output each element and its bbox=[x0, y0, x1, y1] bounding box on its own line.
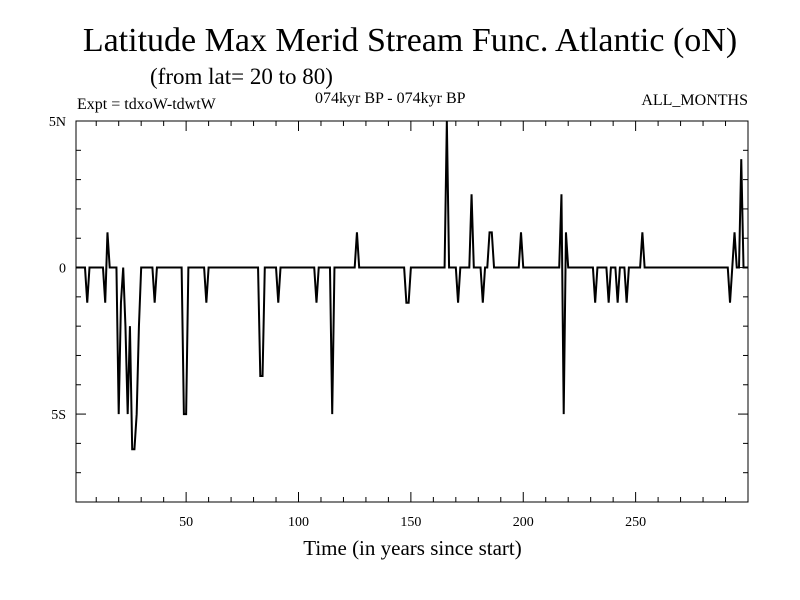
months-label: ALL_MONTHS bbox=[641, 92, 748, 109]
chart-title: Latitude Max Merid Stream Func. Atlantic… bbox=[82, 22, 738, 59]
series-line-0 bbox=[76, 120, 748, 451]
y-tick-label: 5S bbox=[51, 408, 66, 423]
x-tick-label: 50 bbox=[179, 515, 193, 530]
x-tick-label: 200 bbox=[513, 515, 534, 530]
x-tick-label: 150 bbox=[400, 515, 421, 530]
tick-labels: 50 100 150 200 250 5N 0 5S bbox=[49, 115, 646, 530]
experiment-label: Expt = tdxoW-tdwtW bbox=[77, 96, 216, 113]
y-tick-label: 5N bbox=[49, 115, 66, 130]
period-label: 074kyr BP - 074kyr BP bbox=[315, 90, 466, 107]
data-series bbox=[76, 120, 748, 451]
x-tick-label: 100 bbox=[288, 515, 309, 530]
y-tick-label: 0 bbox=[59, 262, 66, 277]
chart-subtitle: (from lat= 20 to 80) bbox=[150, 64, 333, 89]
plot-frame bbox=[75, 120, 749, 503]
x-axis-label: Time (in years since start) bbox=[303, 536, 522, 560]
x-tick-label: 250 bbox=[625, 515, 646, 530]
tick-marks bbox=[76, 121, 748, 502]
